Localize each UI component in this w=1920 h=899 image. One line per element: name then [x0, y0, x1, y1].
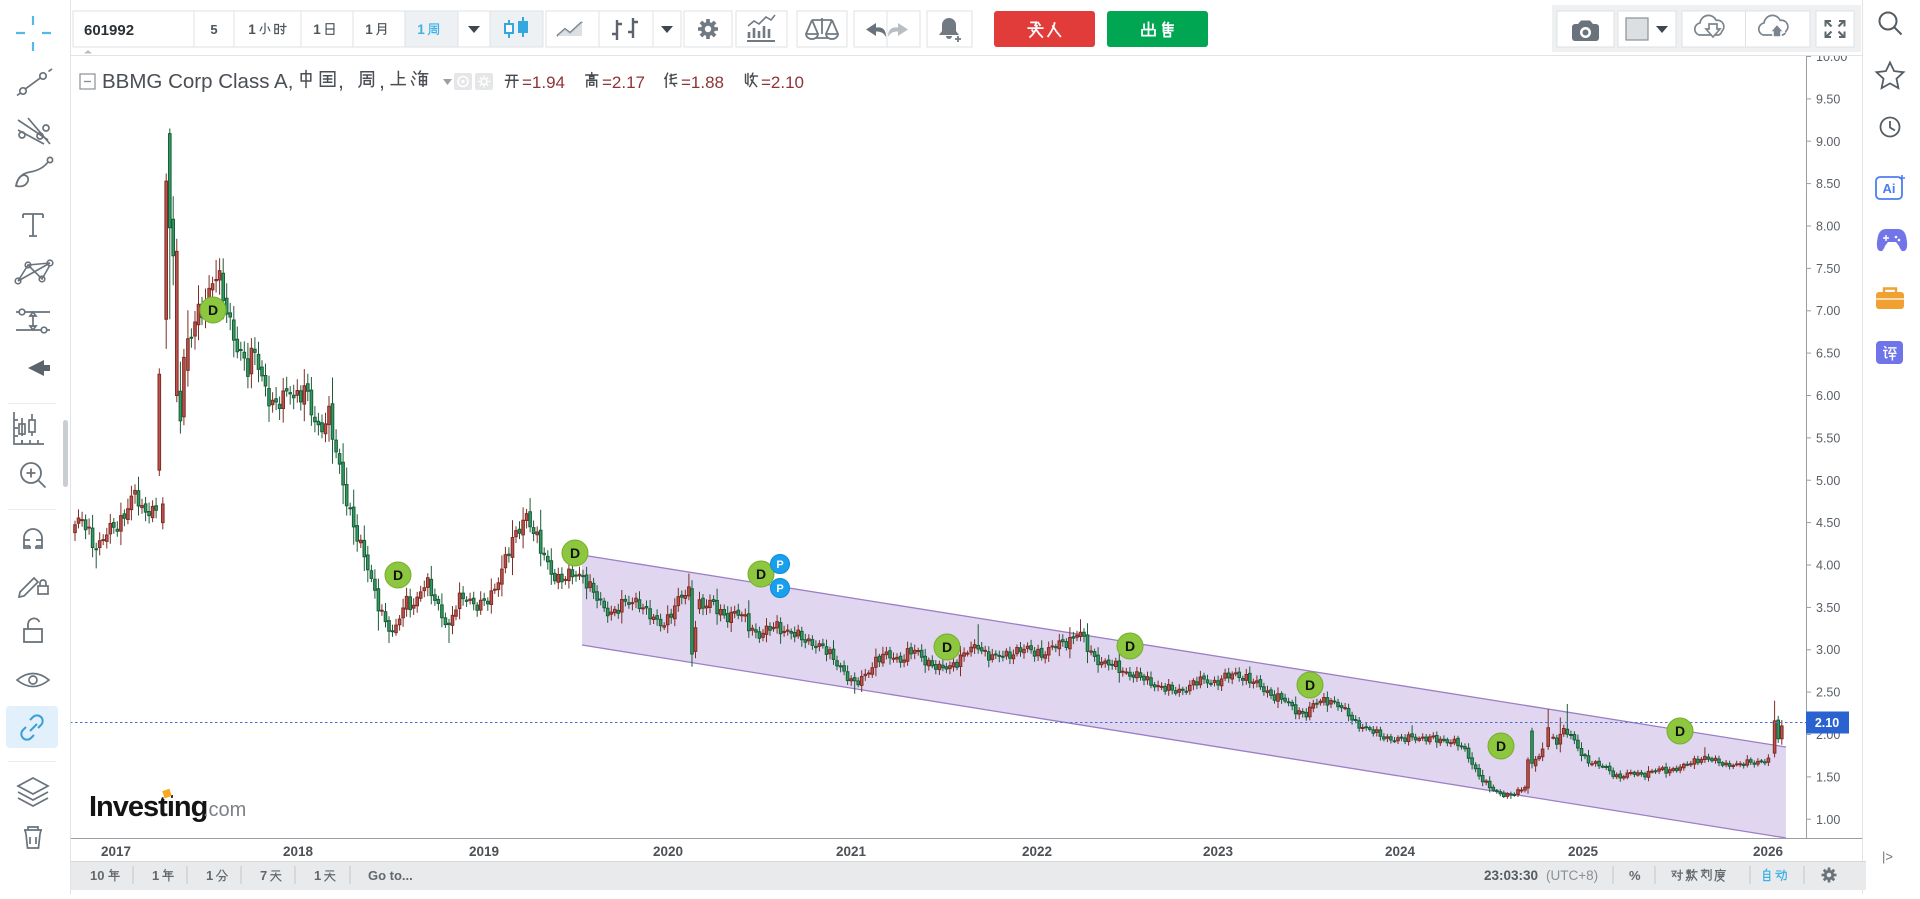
svg-text:2018: 2018	[283, 844, 314, 859]
svg-text:7: 7	[260, 868, 267, 883]
svg-text:9.50: 9.50	[1816, 92, 1840, 106]
svg-text:2.50: 2.50	[1816, 686, 1840, 700]
svg-text:4.00: 4.00	[1816, 559, 1840, 573]
svg-text:5.00: 5.00	[1816, 474, 1840, 488]
svg-text:2020: 2020	[653, 844, 683, 859]
svg-text:2023: 2023	[1203, 844, 1234, 859]
svg-text:D: D	[1496, 738, 1506, 754]
svg-text:2021: 2021	[836, 844, 867, 859]
svg-text:|>: |>	[1882, 849, 1893, 864]
svg-text:1: 1	[206, 868, 213, 883]
svg-text:1: 1	[417, 22, 425, 37]
svg-text:3.50: 3.50	[1816, 601, 1840, 615]
svg-text:D: D	[942, 639, 952, 655]
svg-text:4.50: 4.50	[1816, 516, 1840, 530]
svg-text:P: P	[776, 559, 783, 571]
svg-text:,: ,	[379, 69, 385, 93]
svg-text:6.50: 6.50	[1816, 347, 1840, 361]
svg-text:=1.88: =1.88	[681, 73, 724, 92]
svg-text:6.00: 6.00	[1816, 389, 1840, 403]
svg-text:2025: 2025	[1568, 844, 1599, 859]
svg-text:3.00: 3.00	[1816, 643, 1840, 657]
svg-text:P: P	[776, 583, 783, 595]
svg-text:601992: 601992	[84, 22, 134, 39]
svg-text:8.50: 8.50	[1816, 177, 1840, 191]
svg-text:2019: 2019	[469, 844, 499, 859]
svg-text:2.10: 2.10	[1815, 716, 1839, 730]
svg-text:1.00: 1.00	[1816, 813, 1840, 827]
svg-text:%: %	[1629, 868, 1641, 883]
svg-text:7.00: 7.00	[1816, 304, 1840, 318]
svg-text:5: 5	[210, 22, 217, 37]
svg-text:=2.10: =2.10	[761, 73, 804, 92]
svg-text:1: 1	[248, 22, 256, 37]
svg-text:D: D	[1305, 677, 1315, 693]
svg-text:.com: .com	[203, 799, 246, 821]
svg-text:,: ,	[338, 69, 344, 93]
svg-text:Go to...: Go to...	[368, 868, 413, 883]
svg-text:7.50: 7.50	[1816, 262, 1840, 276]
svg-text:=1.94: =1.94	[522, 73, 565, 92]
svg-text:D: D	[570, 545, 580, 561]
svg-text:D: D	[756, 566, 766, 582]
svg-text:5.50: 5.50	[1816, 431, 1840, 445]
svg-text:D: D	[208, 302, 218, 318]
svg-text:(UTC+8): (UTC+8)	[1546, 868, 1598, 883]
svg-text:1: 1	[313, 22, 321, 37]
svg-text:Ai: Ai	[1883, 181, 1896, 196]
svg-text:10: 10	[90, 868, 104, 883]
svg-text:2024: 2024	[1385, 844, 1416, 859]
svg-text:BBMG Corp Class A,: BBMG Corp Class A,	[102, 70, 293, 93]
svg-text:8.00: 8.00	[1816, 220, 1840, 234]
svg-text:9.00: 9.00	[1816, 135, 1840, 149]
svg-text:1: 1	[152, 868, 159, 883]
svg-text:=2.17: =2.17	[602, 73, 645, 92]
svg-text:23:03:30: 23:03:30	[1484, 868, 1538, 883]
svg-text:2017: 2017	[101, 844, 131, 859]
svg-text:D: D	[1675, 723, 1685, 739]
svg-text:2026: 2026	[1753, 844, 1784, 859]
svg-text:D: D	[1125, 638, 1135, 654]
svg-text:Investing: Investing	[89, 791, 207, 823]
svg-text:1: 1	[365, 22, 373, 37]
svg-text:D: D	[393, 567, 403, 583]
svg-text:1: 1	[314, 868, 321, 883]
svg-text:1.50: 1.50	[1816, 770, 1840, 784]
svg-text:2022: 2022	[1022, 844, 1052, 859]
